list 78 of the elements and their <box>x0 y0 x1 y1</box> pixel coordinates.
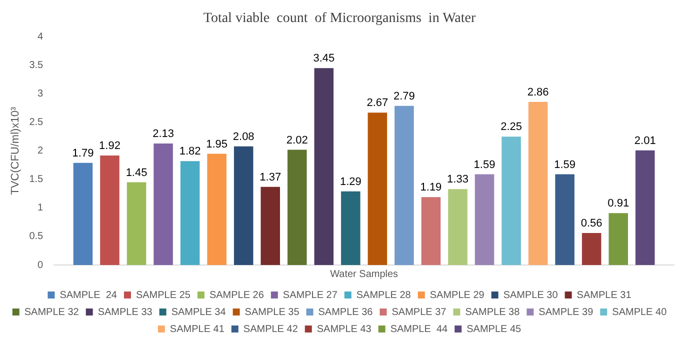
chart-title: Total viable count of Microorganisms in Water <box>203 11 476 26</box>
bar <box>126 182 146 265</box>
legend-label: SAMPLE 31 <box>576 290 632 301</box>
data-label: 2.02 <box>286 134 308 146</box>
legend-label: SAMPLE 28 <box>356 290 412 301</box>
data-label: 1.37 <box>260 171 282 184</box>
legend-label: SAMPLE 44 <box>390 324 448 335</box>
legend-label: SAMPLE 32 <box>24 306 80 318</box>
legend-label: SAMPLE 42 <box>243 324 298 335</box>
bar <box>234 146 254 265</box>
legend-label: SAMPLE 35 <box>244 306 300 318</box>
bar <box>341 191 360 265</box>
y-tick-label: 1.5 <box>29 174 44 186</box>
y-tick-label: 3.5 <box>29 60 44 72</box>
bar <box>73 162 93 265</box>
data-label: 1.79 <box>72 147 94 160</box>
legend-label: SAMPLE 37 <box>392 306 447 318</box>
legend-label: SAMPLE 24 <box>60 290 118 301</box>
bar <box>287 150 307 265</box>
data-label: 2.25 <box>500 121 522 134</box>
legend-label: SAMPLE 39 <box>538 306 594 318</box>
bar <box>368 112 388 265</box>
bar <box>314 68 334 265</box>
legend-label: SAMPLE 25 <box>136 290 191 301</box>
data-label: 2.13 <box>152 128 174 140</box>
bar <box>608 213 628 265</box>
legend-label: SAMPLE 40 <box>612 306 668 318</box>
legend-label: SAMPLE 36 <box>318 306 374 318</box>
data-label: 1.82 <box>179 146 201 158</box>
bar <box>635 150 655 265</box>
x-tick-label: Water Samples <box>330 268 398 280</box>
legend-label: SAMPLE 41 <box>170 324 225 335</box>
data-label: 1.29 <box>340 176 362 188</box>
legend-label: SAMPLE 34 <box>171 306 226 318</box>
legend-label: SAMPLE 43 <box>316 324 372 335</box>
y-tick-label: 1 <box>38 202 44 214</box>
bar <box>154 143 173 265</box>
legend-label: SAMPLE 26 <box>209 290 264 301</box>
bar <box>555 174 574 265</box>
data-label: 1.92 <box>99 140 120 152</box>
data-label: 1.95 <box>206 138 228 150</box>
legend-label: SAMPLE 27 <box>282 290 338 301</box>
data-label: 2.01 <box>634 134 656 147</box>
data-label: 1.19 <box>420 182 442 194</box>
data-label: 1.59 <box>474 158 496 171</box>
legend-label: SAMPLE 29 <box>430 290 485 301</box>
bar <box>582 233 602 265</box>
bar <box>502 136 521 265</box>
legend-label: SAMPLE 38 <box>465 306 520 318</box>
data-label: 1.59 <box>554 158 576 171</box>
data-label: 2.79 <box>393 90 415 102</box>
y-tick-label: 4 <box>38 32 44 43</box>
bar <box>474 174 494 265</box>
bar <box>448 189 468 265</box>
bar <box>260 186 280 265</box>
data-label: 1.45 <box>126 166 148 179</box>
data-label: 1.33 <box>447 174 468 186</box>
data-label: 2.67 <box>366 97 388 110</box>
data-label: 3.45 <box>313 52 335 65</box>
data-label: 2.86 <box>527 86 549 98</box>
bar <box>394 106 414 265</box>
bar <box>100 155 120 265</box>
legend-label: SAMPLE 30 <box>503 290 558 301</box>
bar <box>180 161 200 265</box>
y-tick-label: 3 <box>38 88 44 100</box>
data-label: 2.08 <box>232 130 254 143</box>
y-tick-label: 2 <box>38 146 44 157</box>
data-label: 0.91 <box>608 198 630 210</box>
bar <box>528 102 548 265</box>
y-tick-label: 0 <box>38 260 44 271</box>
y-tick-label: 0.5 <box>29 231 44 242</box>
legend-label: SAMPLE 33 <box>98 306 153 318</box>
data-label: 0.56 <box>580 218 602 230</box>
bar <box>207 154 226 265</box>
y-tick-label: 2.5 <box>29 117 44 128</box>
legend-label: SAMPLE 45 <box>466 324 522 335</box>
y-axis-title: TVC(CFU/ml)x10³ <box>10 106 22 195</box>
bar <box>421 197 441 265</box>
